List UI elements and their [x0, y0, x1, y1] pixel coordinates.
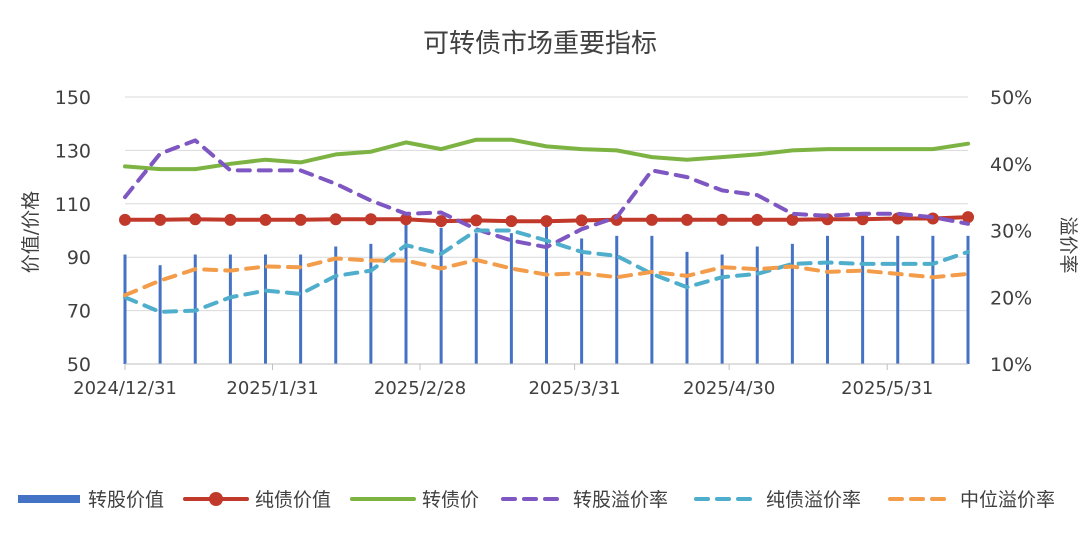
bar-zhuangu-jiazhi [228, 254, 232, 364]
series-marker [751, 213, 764, 226]
bar-zhuangu-jiazhi [545, 219, 548, 364]
bar-zhuangu-jiazhi [404, 219, 408, 364]
bar-zhuangu-jiazhi [896, 235, 900, 364]
bar-zhuangu-jiazhi [861, 235, 865, 364]
legend-label: 纯债价值 [255, 489, 331, 511]
series-marker [329, 213, 342, 226]
series-marker [645, 213, 658, 226]
series-marker [681, 213, 693, 226]
legend-label: 纯债溢价率 [766, 489, 861, 511]
series-marker [154, 213, 167, 226]
series-marker [962, 211, 974, 224]
legend-label: 转股溢价率 [573, 489, 668, 511]
x-tick-label: 2024/12/31 [73, 378, 177, 399]
bar-zhuangu-jiazhi [720, 254, 724, 364]
series-marker [364, 213, 377, 226]
left-tick-label: 130 [55, 140, 91, 162]
series-marker [189, 213, 202, 226]
x-tick-label: 2025/5/31 [841, 378, 933, 399]
bar-zhuangu-jiazhi [123, 254, 127, 364]
left-tick-label: 150 [55, 87, 91, 109]
legend: 转股价值 纯债价值 转债价 转股溢价率 纯债溢价率 中位溢价率 [18, 489, 1055, 511]
x-tick-label: 2025/2/28 [374, 378, 466, 399]
series-marker [610, 213, 623, 226]
bar-zhuangu-jiazhi [158, 265, 162, 364]
right-tick-label: 30% [990, 221, 1032, 243]
right-tick-label: 20% [990, 287, 1032, 309]
series-line-中位溢价率 [123, 256, 970, 298]
right-tick-label: 40% [990, 154, 1032, 176]
bar-zhuangu-jiazhi [966, 235, 970, 364]
series-line-转债价 [123, 137, 970, 172]
bar-zhuangu-jiazhi [826, 235, 829, 364]
legend-marker [209, 492, 223, 506]
right-tick-label: 50% [990, 87, 1032, 109]
bar-zhuangu-jiazhi [650, 235, 654, 364]
right-axis-label: 溢价率 [1057, 216, 1079, 273]
series-marker [400, 213, 412, 226]
left-tick-label: 110 [55, 194, 91, 216]
bar-zhuangu-jiazhi [299, 254, 303, 364]
series-marker [716, 213, 729, 226]
bar-zhuangu-jiazhi [439, 227, 443, 364]
bar-zhuangu-jiazhi [264, 254, 267, 364]
series-marker [505, 215, 518, 228]
legend-label: 转债价 [422, 489, 479, 511]
series-marker [435, 215, 448, 228]
bar-zhuangu-jiazhi [334, 246, 338, 364]
line-series [119, 137, 974, 314]
chart-title: 可转债市场重要指标 [423, 29, 657, 59]
bar-zhuangu-jiazhi [369, 243, 373, 364]
series-marker [294, 213, 307, 226]
bar-zhuangu-jiazhi [615, 235, 619, 364]
series-marker [575, 214, 588, 227]
left-tick-label: 90 [67, 247, 91, 269]
legend-symbol [18, 495, 80, 503]
series-marker [259, 213, 272, 226]
left-tick-label: 70 [67, 301, 91, 323]
series-marker [470, 214, 483, 227]
left-axis-label: 价值/价格 [20, 191, 42, 273]
x-tick-label: 2025/1/31 [226, 378, 318, 399]
series-line-纯债溢价率 [123, 228, 970, 314]
bar-zhuangu-jiazhi [580, 238, 584, 364]
legend-label: 中位溢价率 [960, 489, 1055, 511]
right-tick-label: 10% [990, 354, 1032, 376]
bar-zhuangu-jiazhi [755, 246, 759, 364]
bar-zhuangu-jiazhi [685, 251, 689, 364]
bar-zhuangu-jiazhi [931, 235, 935, 364]
x-tick-label: 2025/3/31 [528, 378, 620, 399]
bar-zhuangu-jiazhi [509, 233, 513, 364]
bar-zhuangu-jiazhi [790, 243, 794, 364]
axes: 150 130 110 90 70 50 50% 40% 30% 20% 10% 2024/12/31… [55, 87, 1033, 399]
bar-series [123, 219, 970, 364]
series-marker [119, 213, 131, 226]
left-tick-label: 50 [67, 354, 91, 376]
x-tick-label: 2025/4/30 [683, 378, 775, 399]
series-marker [856, 213, 869, 226]
legend-label: 转股价值 [88, 489, 164, 511]
series-marker [540, 215, 553, 228]
series-line-转股溢价率 [123, 138, 970, 250]
series-marker [224, 213, 237, 226]
series-marker [786, 213, 799, 226]
bar-zhuangu-jiazhi [474, 233, 478, 364]
